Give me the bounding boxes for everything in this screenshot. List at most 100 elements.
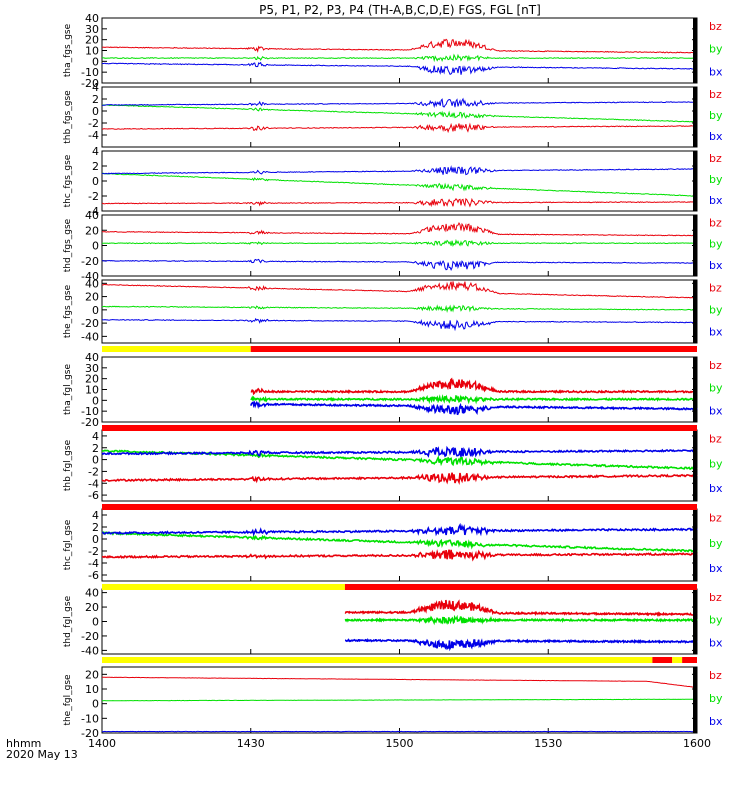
y-axis-label: thc_fgl_gse: [63, 519, 73, 570]
x-tick-label: 1600: [683, 737, 711, 750]
y-tick-label: 2: [92, 160, 99, 173]
y-tick-label: -4: [88, 205, 99, 218]
edge-mark: [693, 357, 697, 422]
panel-thc_fgs_gse: -4 -2 0 2 4 thc_fgs_gse bz by bx: [63, 145, 723, 218]
y-tick-label: -10: [81, 712, 99, 725]
time-label: hhmm: [6, 737, 41, 750]
legend-bx: bx: [709, 482, 723, 495]
y-tick-label: 0: [92, 240, 99, 253]
y-tick-label: 0: [92, 698, 99, 711]
legend-bx: bx: [709, 562, 723, 575]
legend-by: by: [709, 43, 723, 56]
y-tick-label: 0: [92, 454, 99, 467]
series-bx: [102, 97, 697, 109]
legend-bx: bx: [709, 130, 723, 143]
series-by: [101, 304, 698, 314]
x-tick-label: 1430: [237, 737, 265, 750]
y-axis-label: thd_fgl_gse: [63, 595, 73, 647]
x-tick-label: 1530: [534, 737, 562, 750]
legend-bz: bz: [709, 359, 722, 372]
series-bx: [101, 61, 698, 75]
legend-bx: bx: [709, 404, 723, 417]
edge-mark: [693, 215, 697, 276]
legend-bx: bx: [709, 715, 723, 728]
y-tick-label: 4: [92, 81, 99, 94]
series-bx: [101, 165, 698, 176]
y-tick-label: -40: [81, 270, 99, 283]
series-by: [344, 614, 698, 626]
series-bx: [101, 258, 698, 272]
y-tick-label: 4: [92, 145, 99, 158]
flag-segment: [250, 346, 697, 352]
panel-frame: [101, 214, 698, 277]
y-tick-label: -20: [81, 317, 99, 330]
series-by: [250, 394, 698, 405]
x-tick-label: 1400: [88, 737, 116, 750]
y-axis-label: thb_fgs_gse: [63, 90, 73, 144]
legend-by: by: [709, 382, 723, 395]
legend-bz: bz: [709, 433, 722, 446]
date-label: 2020 May 13: [6, 748, 78, 761]
y-tick-label: -20: [81, 255, 99, 268]
panel-frame: [101, 279, 698, 344]
edge-mark: [693, 280, 697, 343]
series-bx: [250, 400, 698, 416]
flag-segment: [102, 584, 345, 590]
legend-bz: bz: [709, 591, 722, 604]
flag-segment: [344, 584, 697, 590]
y-axis-label: the_fgs_gse: [63, 284, 73, 338]
legend-by: by: [709, 238, 723, 251]
panel-thd_fgs_gse: -40 -20 0 20 40 thd_fgs_gse bz by bx: [63, 209, 723, 283]
y-tick-label: -40: [81, 644, 99, 657]
series-bz: [101, 222, 698, 237]
edge-mark: [693, 151, 697, 211]
series-bx: [101, 522, 698, 537]
y-tick-label: 40: [85, 587, 99, 600]
y-tick-label: -20: [81, 77, 99, 90]
y-tick-label: 0: [92, 55, 99, 68]
flag-segment: [682, 657, 697, 663]
y-axis-label: thc_fgs_gse: [63, 154, 73, 207]
panel-frame: [101, 508, 698, 582]
y-tick-label: 40: [85, 351, 99, 364]
y-tick-label: 0: [92, 175, 99, 188]
edge-mark: [693, 667, 697, 733]
y-tick-label: -10: [81, 66, 99, 79]
series-bx: [101, 445, 698, 458]
y-axis-label: tha_fgs_gse: [63, 23, 73, 77]
series-by: [101, 238, 698, 248]
flag-segment: [652, 657, 673, 663]
y-tick-label: 40: [85, 12, 99, 25]
y-tick-label: -20: [81, 727, 99, 740]
y-tick-label: 0: [92, 304, 99, 317]
series-bz: [101, 548, 698, 562]
legend-by: by: [709, 457, 723, 470]
series-bx: [102, 317, 698, 332]
y-tick-label: 10: [85, 384, 99, 397]
legend-bz: bz: [709, 88, 722, 101]
y-tick-label: 20: [85, 34, 99, 47]
y-tick-label: 2: [92, 442, 99, 455]
chart-title: P5, P1, P2, P3, P4 (TH-A,B,C,D,E) FGS, F…: [259, 3, 541, 17]
legend-bz: bz: [709, 20, 722, 33]
flag-segment: [102, 425, 697, 431]
y-tick-label: -20: [81, 416, 99, 429]
legend-bx: bx: [709, 65, 723, 78]
y-tick-label: 20: [85, 224, 99, 237]
series-bz: [101, 472, 698, 485]
legend-by: by: [709, 304, 723, 317]
y-tick-label: -10: [81, 405, 99, 418]
y-tick-label: -2: [88, 545, 99, 558]
y-tick-label: -6: [88, 569, 99, 582]
y-tick-label: 2: [92, 93, 99, 106]
legend-bz: bz: [709, 152, 722, 165]
flag-segment: [102, 504, 697, 510]
y-tick-label: 4: [92, 430, 99, 443]
y-tick-label: -2: [88, 465, 99, 478]
y-tick-label: 0: [92, 616, 99, 629]
series-bz: [101, 38, 698, 54]
